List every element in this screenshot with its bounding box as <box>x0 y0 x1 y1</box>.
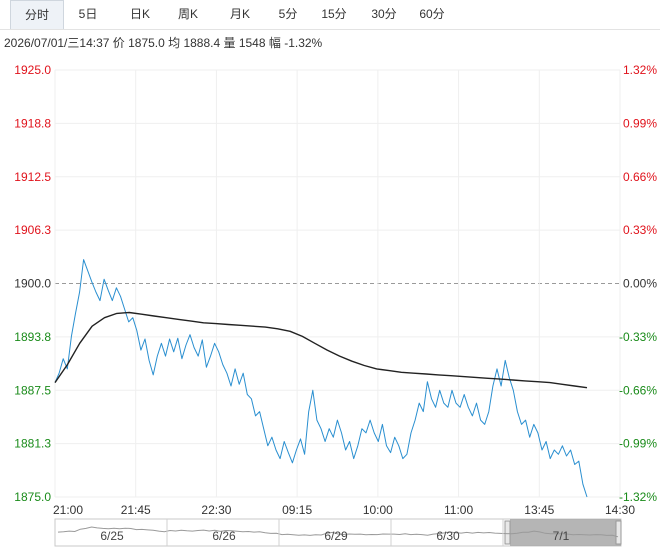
percent-tick: -1.32% <box>619 490 657 504</box>
navigator-line <box>57 526 619 538</box>
tab-5[interactable]: 5分 <box>278 7 298 21</box>
navigator-date: 6/29 <box>324 529 348 543</box>
price-tick: 1925.0 <box>14 63 51 77</box>
tab-6[interactable]: 15分 <box>321 7 347 21</box>
percent-tick: 0.66% <box>623 170 657 184</box>
range-navigator: 6/25 6/26 6/29 6/30 7/1 <box>54 518 622 547</box>
navigator-date: 6/25 <box>100 529 124 543</box>
time-tick: 13:45 <box>524 503 554 517</box>
average-line <box>54 311 588 389</box>
time-tick: 10:00 <box>363 503 393 517</box>
tab-0[interactable]: 分时 <box>10 0 64 29</box>
tab-4[interactable]: 月K <box>229 7 250 21</box>
price-tick: 1875.0 <box>14 490 51 504</box>
price-tick: 1893.8 <box>14 330 51 344</box>
percent-tick: 0.33% <box>623 223 657 237</box>
price-tick: 1906.3 <box>14 223 51 237</box>
percent-tick: 0.99% <box>623 116 657 130</box>
tab-7[interactable]: 30分 <box>371 7 397 21</box>
price-axis-labels: 1925.0 1918.8 1912.5 1906.3 1900.0 1893.8 1887… <box>14 63 51 504</box>
price-line <box>54 259 588 498</box>
time-tick: 11:00 <box>444 503 473 517</box>
price-tick: 1912.5 <box>14 170 51 184</box>
percent-tick: -0.99% <box>619 437 657 451</box>
time-tick: 14:30 <box>605 503 635 517</box>
price-tick: 1900.0 <box>14 277 51 291</box>
navigator-date: 7/1 <box>553 529 570 543</box>
navigator-handle-left <box>504 520 511 545</box>
price-tick: 1918.8 <box>14 116 51 130</box>
price-tick: 1887.5 <box>14 383 51 397</box>
tab-3[interactable]: 周K <box>177 7 198 21</box>
tab-2[interactable]: 日K <box>129 7 150 21</box>
time-tick: 21:45 <box>121 503 151 517</box>
period-tabs: 分时 5日 日K 周K 月K 5分 15分 30分 60分 <box>0 0 660 30</box>
time-axis-labels: 21:00 21:45 22:30 09:15 10:00 11:00 13:45 14:30 <box>53 503 635 517</box>
navigator-date: 6/26 <box>212 529 236 543</box>
time-tick: 21:00 <box>53 503 83 517</box>
percent-axis-labels: 1.32% 0.99% 0.66% 0.33% 0.00% -0.33% -0.66% -0.… <box>619 63 657 504</box>
info-line: 2026/07/01/三14:37 价 1875.0 均 1888.4 量 15… <box>4 36 323 50</box>
navigator-date: 6/30 <box>436 529 460 543</box>
percent-tick: -0.33% <box>619 330 657 344</box>
time-tick: 22:30 <box>201 503 231 517</box>
tab-8[interactable]: 60分 <box>419 7 445 21</box>
percent-tick: -0.66% <box>619 383 657 397</box>
chart-lines <box>54 259 588 498</box>
chart-grid <box>54 69 621 498</box>
percent-tick: 1.32% <box>623 63 657 77</box>
time-tick: 09:15 <box>282 503 312 517</box>
percent-tick: 0.00% <box>623 277 657 291</box>
navigator-handle-right <box>615 520 622 545</box>
price-tick: 1881.3 <box>14 437 51 451</box>
tab-1[interactable]: 5日 <box>78 7 98 21</box>
